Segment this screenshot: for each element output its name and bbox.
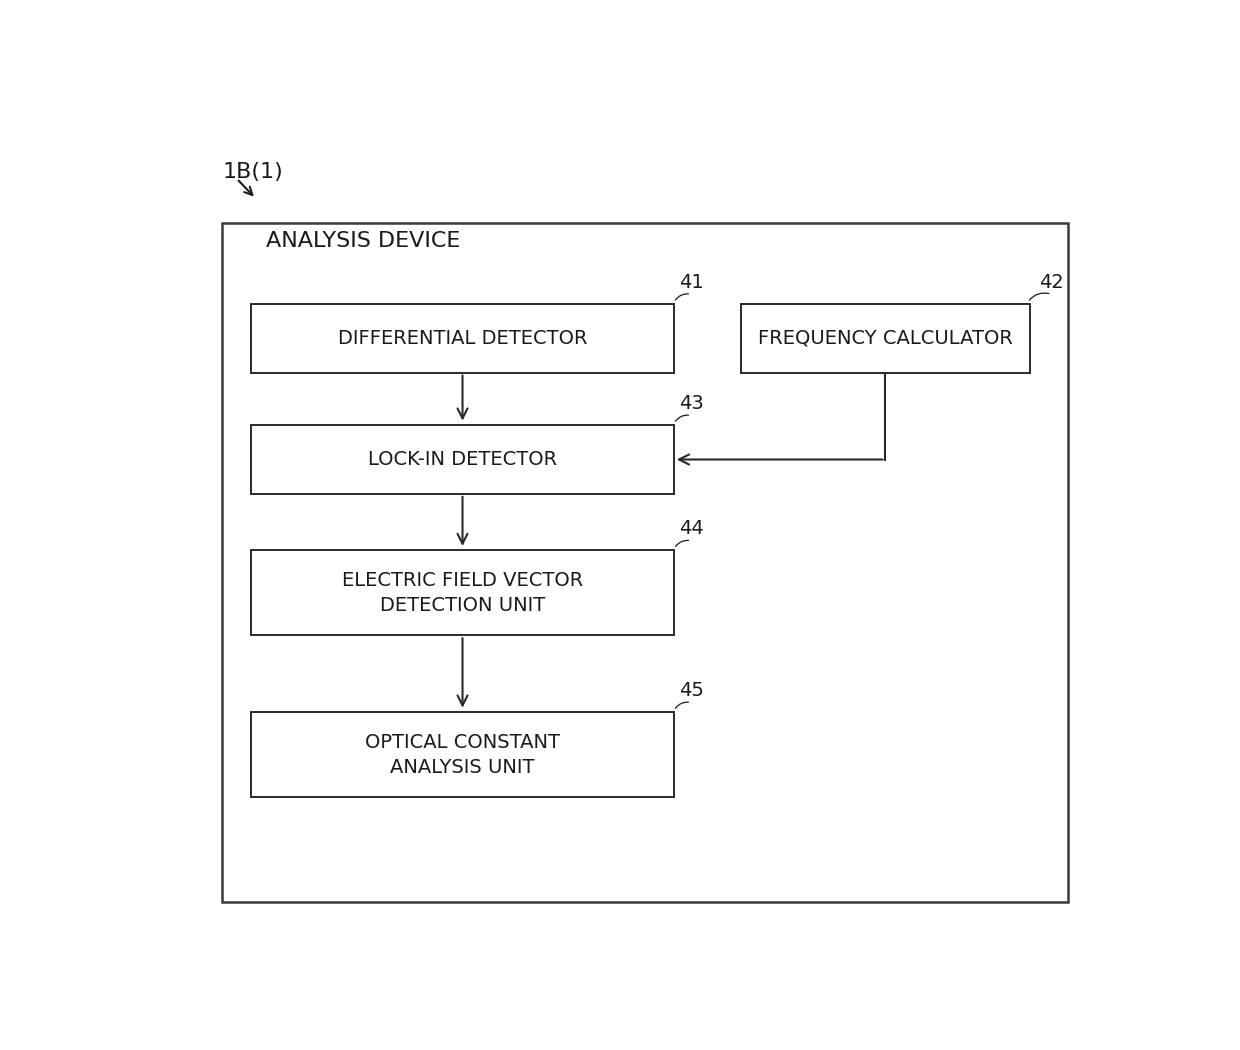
Text: 42: 42 (1039, 273, 1064, 292)
Text: 45: 45 (678, 681, 703, 700)
Text: DIFFERENTIAL DETECTOR: DIFFERENTIAL DETECTOR (337, 329, 588, 348)
Bar (250, 550, 675, 635)
Text: ANALYSIS DEVICE: ANALYSIS DEVICE (265, 231, 460, 251)
Bar (742, 303, 1029, 373)
Text: 44: 44 (678, 520, 703, 539)
Bar (250, 303, 675, 373)
Text: ELECTRIC FIELD VECTOR
DETECTION UNIT: ELECTRIC FIELD VECTOR DETECTION UNIT (342, 571, 583, 615)
Text: LOCK-IN DETECTOR: LOCK-IN DETECTOR (368, 450, 557, 469)
Text: 1B(1): 1B(1) (222, 163, 283, 183)
Bar (250, 712, 675, 797)
Text: OPTICAL CONSTANT
ANALYSIS UNIT: OPTICAL CONSTANT ANALYSIS UNIT (365, 733, 560, 777)
Text: FREQUENCY CALCULATOR: FREQUENCY CALCULATOR (758, 329, 1013, 348)
Bar (250, 425, 675, 493)
Bar (222, 223, 1068, 902)
Text: 43: 43 (678, 394, 703, 413)
Text: 41: 41 (678, 273, 703, 292)
